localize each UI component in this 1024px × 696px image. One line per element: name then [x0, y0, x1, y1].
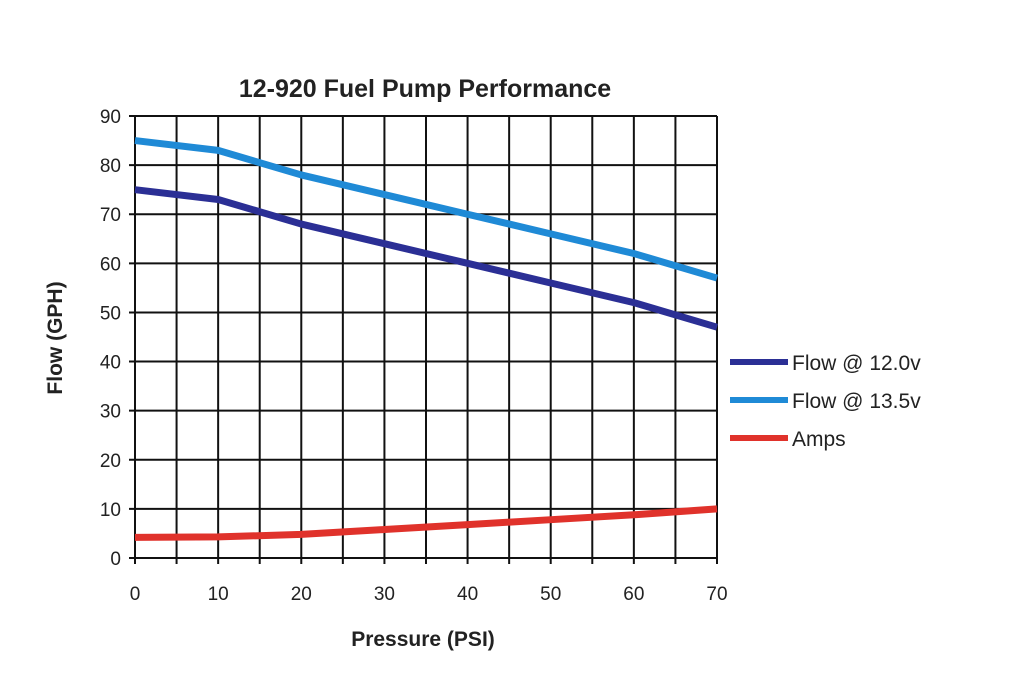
y-tick-label: 70 [100, 205, 121, 226]
x-tick-label: 30 [374, 584, 395, 605]
y-tick-label: 80 [100, 156, 121, 177]
x-tick-label: 20 [291, 584, 312, 605]
y-tick-labels: 0 10 20 30 40 50 60 70 80 90 [100, 107, 121, 570]
x-tick-label: 50 [540, 584, 561, 605]
y-tick-label: 40 [100, 353, 121, 374]
x-tick-labels: 0 10 20 30 40 50 60 70 [130, 584, 728, 605]
legend-label-0: Flow @ 12.0v [792, 352, 921, 375]
y-tick-label: 10 [100, 500, 121, 521]
x-axis-label: Pressure (PSI) [351, 628, 495, 651]
y-tick-label: 60 [100, 254, 121, 275]
series-lines [134, 137, 718, 541]
y-tick-label: 20 [100, 451, 121, 472]
chart-title: 12-920 Fuel Pump Performance [239, 75, 611, 103]
x-tick-label: 40 [457, 584, 478, 605]
y-tick-label: 50 [100, 303, 121, 324]
x-tick-label: 60 [623, 584, 644, 605]
legend-label-2: Amps [792, 428, 846, 451]
x-tick-label: 70 [706, 584, 727, 605]
grid [129, 115, 718, 564]
y-tick-label: 30 [100, 402, 121, 423]
series-line-2 [134, 505, 718, 541]
legend: Flow @ 12.0v Flow @ 13.5v Amps [730, 352, 921, 451]
y-axis-label: Flow (GPH) [44, 281, 67, 394]
y-tick-label: 90 [100, 107, 121, 128]
x-tick-label: 10 [208, 584, 229, 605]
legend-label-1: Flow @ 13.5v [792, 390, 921, 413]
y-tick-label: 0 [110, 549, 121, 570]
series-line-0 [134, 186, 718, 331]
x-tick-label: 0 [130, 584, 141, 605]
series-line-1 [134, 137, 718, 282]
